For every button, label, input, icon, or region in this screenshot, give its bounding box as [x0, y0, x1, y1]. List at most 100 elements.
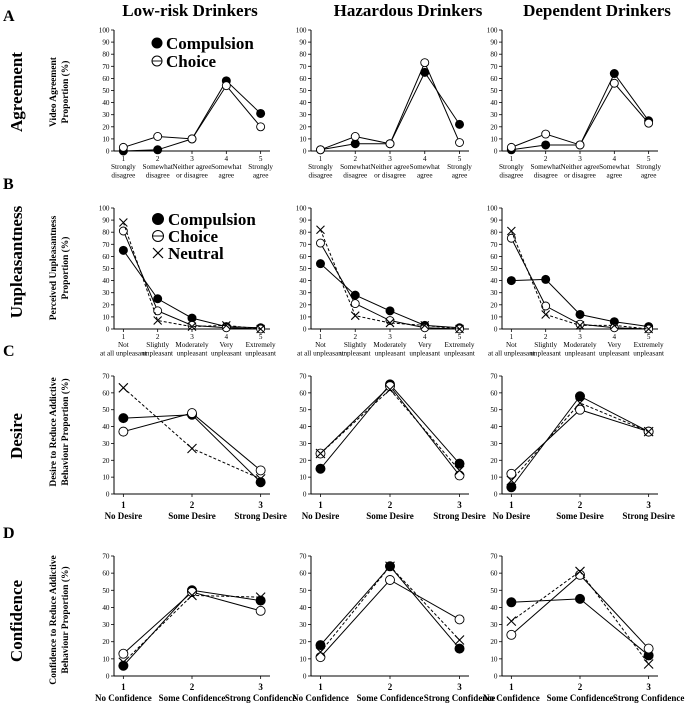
y-tick-label: 70 — [102, 373, 110, 381]
point-neutral — [575, 320, 585, 330]
x-tick-label: 5 — [458, 155, 462, 163]
x-category-label: Strong Desire — [622, 511, 674, 521]
chart-agreement-low-risk-drinkers: 01020304050607080901001Stronglydisagree2… — [99, 27, 274, 180]
point-compulsion — [541, 274, 551, 284]
point-neutral — [315, 448, 326, 459]
x-tick-label: 1 — [121, 500, 126, 510]
y-tick-label: 70 — [299, 373, 307, 381]
y-tick-label: 30 — [490, 289, 498, 297]
y-tick-label: 70 — [299, 553, 307, 561]
y-tick-label: 50 — [102, 587, 110, 595]
x-tick-label: 2 — [190, 500, 195, 510]
y-tick-label: 10 — [490, 655, 498, 663]
y-axis-label-line2: Behaviour Proportion (%) — [60, 566, 71, 673]
y-tick-label: 30 — [102, 111, 110, 119]
x-tick-label: 2 — [190, 682, 195, 692]
point-choice — [541, 301, 551, 311]
x-tick-label: 3 — [457, 500, 462, 510]
point-neutral — [118, 382, 129, 393]
point-compulsion — [118, 245, 128, 255]
y-tick-label: 50 — [490, 587, 498, 595]
panel-letter-c: C — [3, 343, 15, 360]
x-category-label: No Confidence — [292, 693, 349, 703]
x-category-label: unpleasant — [565, 349, 596, 357]
point-choice — [385, 575, 395, 585]
x-category-label: Slightly — [344, 341, 367, 349]
x-category-label: Somewhat — [410, 163, 440, 171]
series-line-choice — [511, 574, 650, 649]
y-tick-label: 100 — [296, 27, 307, 35]
point-choice — [187, 134, 197, 144]
x-category-label: Somewhat — [211, 163, 241, 171]
y-tick-label: 40 — [490, 423, 498, 431]
series-line-compulsion — [122, 589, 261, 667]
x-tick-label: 5 — [259, 333, 263, 341]
y-axis-label-agreement: Video Agreement Proportion (%) — [49, 56, 71, 127]
x-category-label: No Confidence — [483, 693, 540, 703]
y-tick-label: 60 — [299, 75, 307, 83]
point-compulsion — [315, 259, 325, 269]
point-choice — [575, 319, 585, 329]
y-tick-label: 70 — [490, 553, 498, 561]
x-tick-label: 4 — [613, 333, 617, 341]
x-category-label: Somewhat — [143, 163, 173, 171]
x-category-label: Strongly — [499, 163, 524, 171]
y-tick-label: 30 — [102, 289, 110, 297]
y-tick-label: 40 — [299, 277, 307, 285]
point-choice — [118, 648, 129, 659]
y-tick-label: 0 — [106, 491, 110, 499]
point-choice — [316, 238, 325, 248]
x-tick-label: 3 — [190, 333, 194, 341]
series-line-compulsion — [320, 383, 460, 470]
point-neutral — [385, 561, 395, 572]
series-line-choice — [320, 385, 460, 476]
legend-compulsion-marker — [152, 213, 164, 225]
series-line-neutral — [320, 388, 460, 471]
chart-panels: 01020304050607080901001Stronglydisagree2… — [95, 27, 684, 704]
y-tick-label: 20 — [299, 638, 307, 646]
legend-neutral-label: Neutral — [168, 244, 224, 263]
y-tick-label: 60 — [299, 253, 307, 261]
x-category-label: Some Confidence — [357, 693, 424, 703]
y-tick-label: 60 — [299, 389, 307, 397]
point-neutral — [644, 324, 654, 334]
y-tick-label: 40 — [102, 277, 110, 285]
panel-letter-b: B — [3, 176, 14, 193]
point-compulsion — [118, 660, 129, 671]
point-neutral — [118, 218, 128, 227]
y-tick-label: 60 — [102, 75, 110, 83]
y-axis-label-line1: Video Agreement — [49, 56, 59, 127]
x-tick-label: 2 — [388, 500, 393, 510]
x-category-label: unpleasant — [409, 349, 440, 357]
x-tick-label: 5 — [647, 155, 651, 163]
y-tick-label: 70 — [299, 63, 307, 71]
x-category-label: disagree — [111, 171, 135, 179]
x-tick-label: 3 — [646, 500, 651, 510]
y-tick-label: 30 — [299, 289, 307, 297]
y-tick-label: 10 — [299, 655, 307, 663]
x-tick-label: 5 — [458, 333, 462, 341]
y-tick-label: 10 — [299, 474, 307, 482]
y-tick-label: 90 — [102, 217, 110, 225]
y-tick-label: 0 — [494, 673, 498, 681]
x-category-label: Slightly — [146, 341, 169, 349]
x-category-label: or disagree — [564, 171, 596, 179]
x-tick-label: 3 — [258, 500, 263, 510]
point-neutral — [420, 320, 430, 330]
point-neutral — [455, 324, 464, 334]
x-category-label: unpleasant — [177, 349, 208, 357]
series-line-neutral — [320, 229, 460, 330]
point-choice — [575, 140, 585, 150]
point-neutral — [187, 590, 197, 601]
point-neutral — [221, 320, 231, 330]
point-compulsion — [575, 593, 585, 604]
point-choice — [118, 426, 129, 437]
y-tick-label: 100 — [487, 205, 498, 213]
point-neutral — [118, 657, 129, 668]
x-category-label: Neither agree — [561, 163, 600, 171]
y-tick-label: 20 — [490, 301, 498, 309]
y-tick-label: 0 — [106, 673, 110, 681]
y-tick-label: 30 — [299, 440, 307, 448]
